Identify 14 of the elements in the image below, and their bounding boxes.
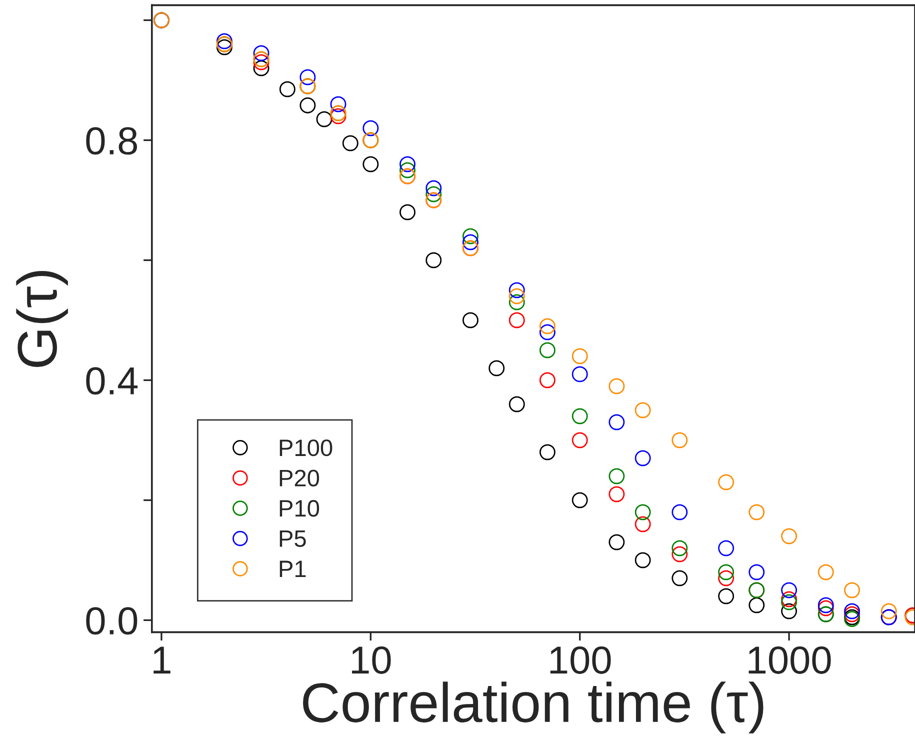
legend-label: P20 [280,470,320,486]
y-axis-title: G(τ) [16,271,68,367]
y-tick-label: 0.4 [86,367,138,395]
x-tick-label: 1000 [748,646,831,674]
y-tick-label: 0.0 [86,607,138,635]
x-tick-label: 1 [154,646,170,674]
x-tick-label: 100 [550,646,611,674]
legend-label: P10 [280,500,320,517]
legend-label: P1 [280,560,306,578]
y-tick-label: 0.8 [86,127,138,155]
x-axis-title: Correlation time (τ) [303,682,764,734]
legend-label: P5 [280,530,306,548]
legend-label: P100 [280,439,332,456]
x-tick-label: 10 [352,646,391,674]
